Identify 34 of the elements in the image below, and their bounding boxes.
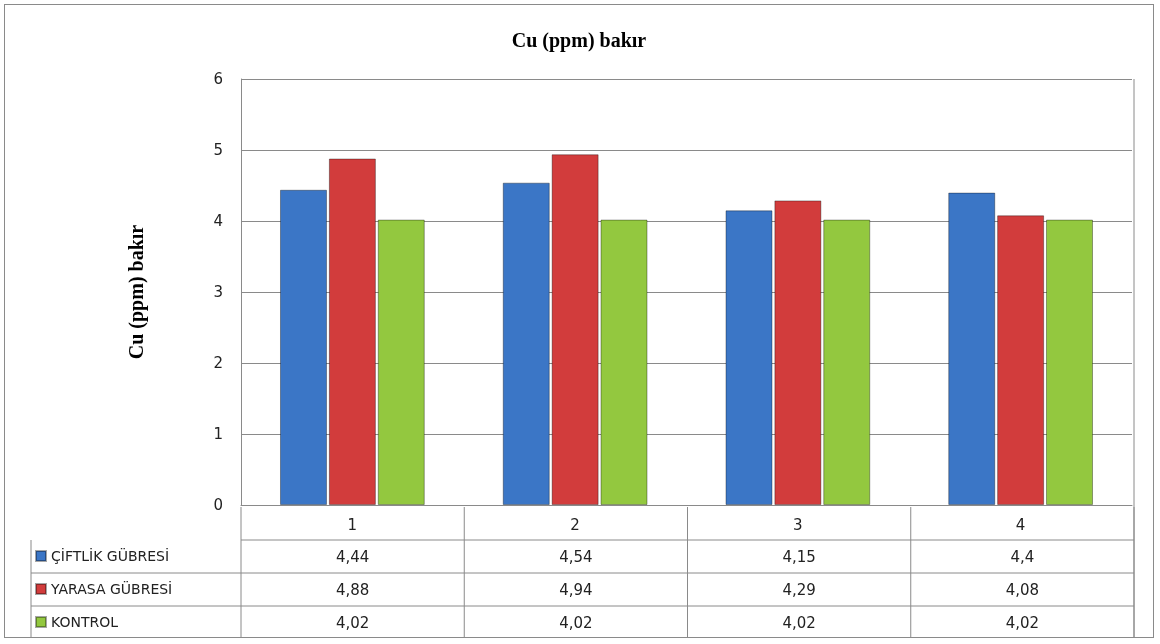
- legend-label: YARASA GÜBRESİ: [50, 580, 173, 597]
- y-tick-label: 6: [213, 70, 223, 88]
- bar: [997, 215, 1045, 505]
- y-tick-label: 3: [213, 283, 223, 301]
- y-tick-label: 5: [213, 141, 223, 159]
- data-label: 4,4: [1010, 547, 1035, 566]
- data-label: 4,94: [559, 580, 593, 599]
- y-axis-title: Cu (ppm) bakır: [125, 224, 148, 360]
- y-tick-label: 1: [213, 425, 223, 443]
- y-tick-label: 4: [213, 212, 223, 230]
- x-tick-label: 2: [570, 515, 580, 534]
- bar: [328, 158, 376, 505]
- bar: [1046, 219, 1094, 505]
- bar: [948, 192, 996, 505]
- data-label: 4,29: [782, 580, 816, 599]
- data-label: 4,15: [782, 547, 816, 566]
- data-label: 4,44: [335, 547, 370, 566]
- data-label: 4,08: [1005, 580, 1040, 599]
- chart-title: Cu (ppm) bakır: [511, 29, 647, 52]
- data-label: 4,88: [335, 580, 370, 599]
- legend-label: ÇİFTLİK GÜBRESİ: [51, 547, 170, 564]
- data-label: 4,54: [559, 547, 593, 566]
- legend-label: KONTROL: [51, 614, 119, 630]
- y-tick-label: 0: [213, 496, 223, 514]
- y-tick-label: 2: [213, 354, 223, 372]
- data-label: 4,02: [1005, 613, 1040, 632]
- bar: [377, 219, 425, 505]
- data-label: 4,02: [559, 613, 593, 632]
- x-tick-label: 4: [1015, 515, 1026, 534]
- x-tick-label: 1: [347, 515, 358, 534]
- x-tick-label: 3: [793, 515, 803, 534]
- bar: [280, 189, 327, 505]
- data-label: 4,02: [782, 613, 816, 632]
- data-label: 4,02: [335, 613, 370, 632]
